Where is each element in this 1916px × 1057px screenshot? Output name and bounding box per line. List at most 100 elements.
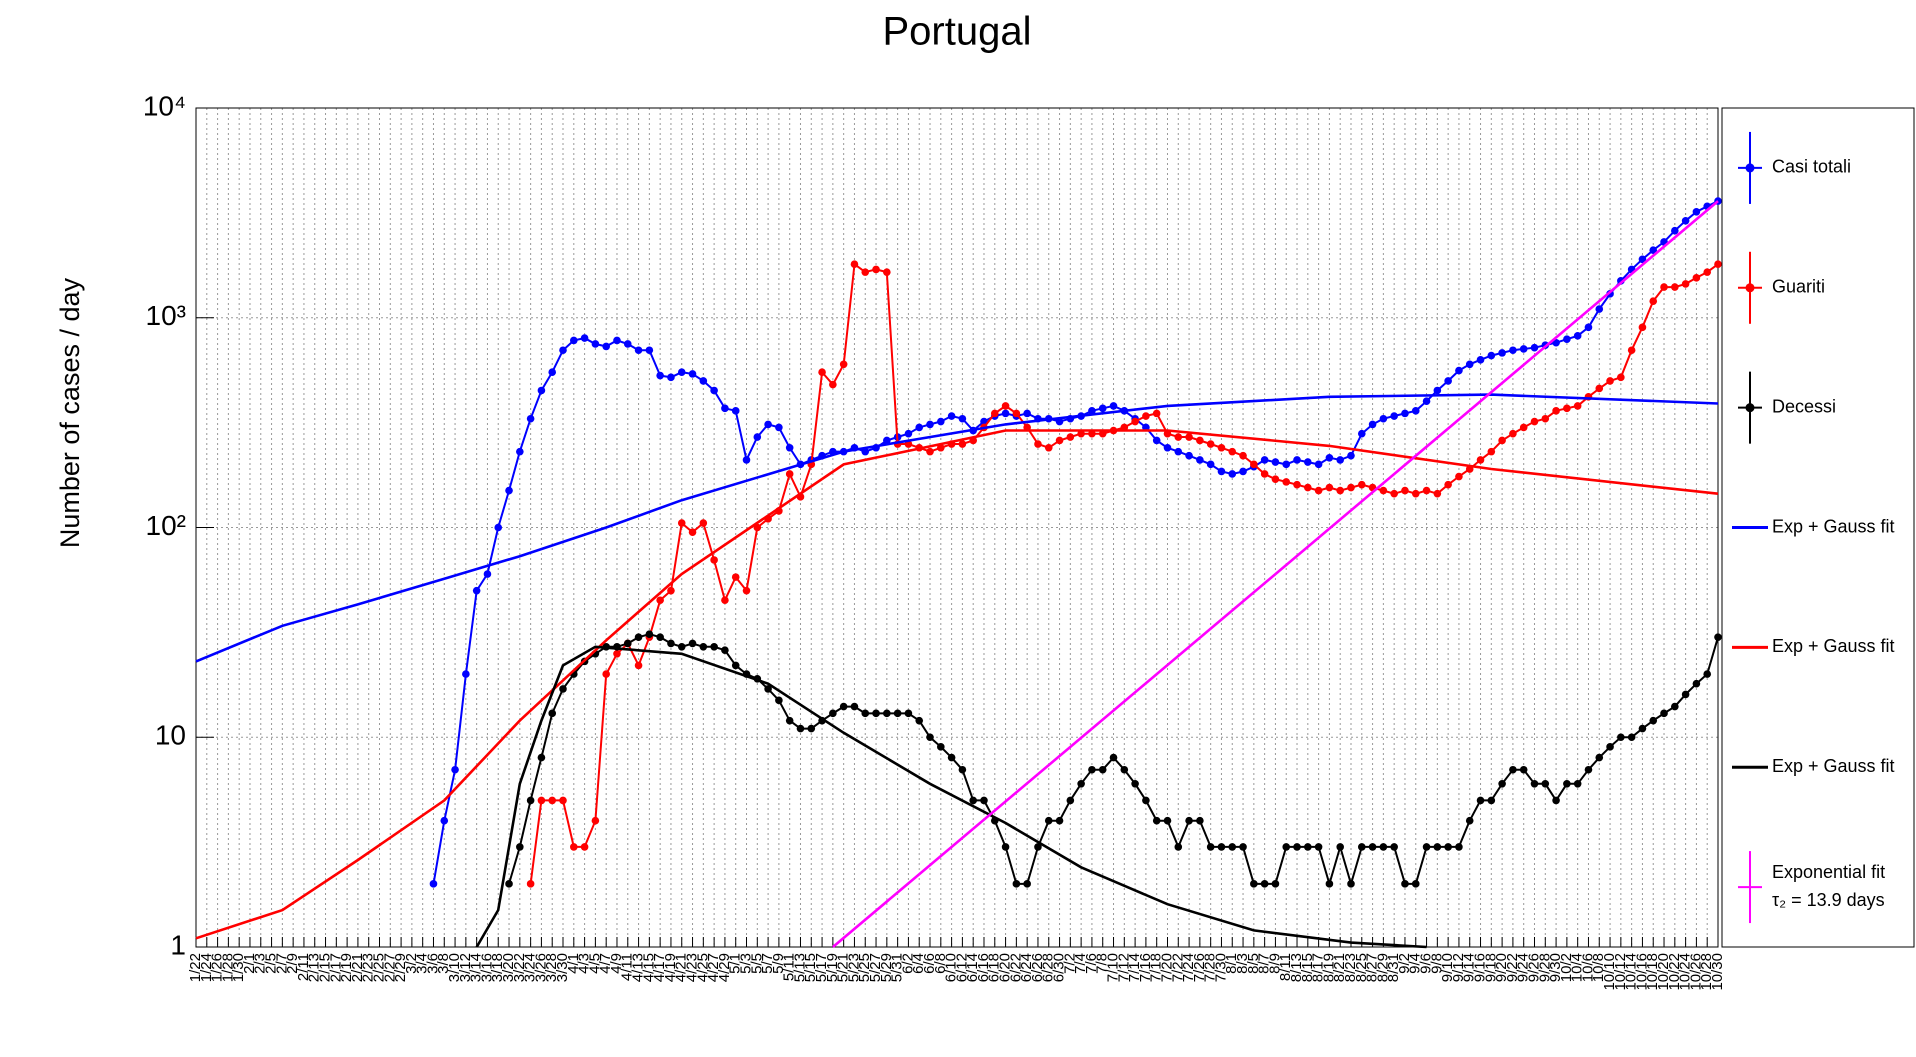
legend-item: Decessi xyxy=(1738,371,1836,444)
data-point xyxy=(1152,436,1161,445)
data-point xyxy=(1692,274,1701,282)
data-point xyxy=(710,556,718,564)
data-point xyxy=(1714,260,1722,269)
data-point xyxy=(742,456,751,464)
x-tick-label: 9/12 xyxy=(1450,953,1467,982)
data-point xyxy=(1001,402,1010,410)
x-tick-label: 3/18 xyxy=(489,953,506,982)
data-point xyxy=(1530,343,1539,352)
data-point xyxy=(1671,226,1679,235)
data-point xyxy=(559,685,567,693)
data-point xyxy=(645,346,654,355)
data-point xyxy=(1336,486,1344,495)
x-tick-label: 2/27 xyxy=(381,953,398,982)
data-point xyxy=(1282,843,1291,851)
x-tick-label: 2/9 xyxy=(284,953,301,974)
legend-item: Guariti xyxy=(1738,251,1825,324)
data-point xyxy=(1142,412,1150,420)
data-point xyxy=(775,423,783,432)
data-point xyxy=(731,573,740,581)
x-tick-label: 9/20 xyxy=(1493,953,1510,982)
x-tick-label: 4/15 xyxy=(640,953,657,982)
data-point xyxy=(1595,305,1604,313)
data-point xyxy=(1239,843,1247,851)
data-point xyxy=(548,709,557,718)
data-point xyxy=(1347,451,1355,460)
data-point xyxy=(947,753,956,762)
x-tick-label: 6/30 xyxy=(1051,953,1068,982)
data-point xyxy=(1584,765,1593,774)
data-point xyxy=(1541,779,1550,788)
data-point xyxy=(1034,843,1042,851)
data-point xyxy=(429,880,438,888)
data-point xyxy=(1390,412,1398,420)
data-point xyxy=(699,642,708,651)
data-point xyxy=(1563,335,1571,344)
x-tick-label: 3/24 xyxy=(522,953,539,982)
x-tick-label: 9/28 xyxy=(1536,953,1553,982)
data-point xyxy=(1573,402,1582,410)
data-point xyxy=(537,796,546,805)
data-point xyxy=(1455,366,1463,375)
legend-label: Decessi xyxy=(1772,396,1836,416)
data-point xyxy=(915,423,924,432)
x-tick-label: 3/22 xyxy=(511,953,528,982)
x-tick-label: 2/13 xyxy=(306,953,323,982)
legend-item: Exponential fit τ₂ = 13.9 days xyxy=(1738,851,1885,924)
data-point xyxy=(1368,843,1377,851)
legend-label: Casi totali xyxy=(1772,157,1851,177)
data-point xyxy=(1271,458,1280,466)
data-point xyxy=(537,753,546,762)
x-tick-label: 2/3 xyxy=(252,953,269,974)
data-point xyxy=(667,586,675,595)
x-tick-label: 4/5 xyxy=(586,953,603,974)
data-point xyxy=(1584,323,1593,332)
x-tick-label: 1/22 xyxy=(187,953,204,982)
data-point xyxy=(1206,440,1215,448)
x-tick-label: 8/9 xyxy=(1266,953,1283,974)
data-point xyxy=(526,414,535,423)
data-point xyxy=(1185,433,1193,441)
data-point xyxy=(926,420,934,429)
data-point xyxy=(559,346,567,355)
data-point xyxy=(1001,843,1010,851)
x-tick-label: 10/12 xyxy=(1612,953,1629,991)
data-point xyxy=(1077,429,1085,438)
x-tick-label: 10/22 xyxy=(1666,953,1683,991)
data-point xyxy=(1649,716,1658,725)
data-point xyxy=(1357,429,1366,438)
x-tick-label: 7/10 xyxy=(1104,953,1121,982)
x-tick-label: 9/26 xyxy=(1525,953,1542,982)
x-tick-label: 5/31 xyxy=(889,953,906,982)
x-tick-label: 5/7 xyxy=(759,953,776,974)
x-tick-label: 5/5 xyxy=(748,953,765,974)
x-tick-label: 8/17 xyxy=(1310,953,1327,982)
data-point xyxy=(1304,843,1312,851)
data-point xyxy=(893,709,902,718)
legend-item: Exp + Gauss fit xyxy=(1732,636,1895,656)
data-point xyxy=(462,670,470,678)
data-point xyxy=(1260,470,1269,478)
data-point xyxy=(1714,633,1722,641)
x-tick-label: 10/2 xyxy=(1558,953,1575,982)
x-tick-label: 8/21 xyxy=(1331,953,1348,982)
data-point xyxy=(634,346,643,355)
data-point xyxy=(850,702,859,711)
x-tick-label: 7/4 xyxy=(1072,953,1089,974)
data-point xyxy=(829,380,837,389)
x-tick-label: 6/6 xyxy=(921,953,938,974)
data-point xyxy=(1293,480,1301,489)
x-tick-label: 3/8 xyxy=(435,953,452,974)
data-point xyxy=(1098,429,1107,438)
data-point xyxy=(785,716,794,725)
x-tick-label: 3/28 xyxy=(543,953,560,982)
data-point xyxy=(613,649,621,658)
data-point xyxy=(990,409,999,418)
data-point xyxy=(559,796,567,805)
x-tick-label: 1/28 xyxy=(219,953,236,982)
data-point xyxy=(1347,483,1355,492)
data-point xyxy=(1422,843,1431,851)
legend-swatch xyxy=(1745,163,1755,173)
x-tick-label: 6/18 xyxy=(986,953,1003,982)
x-tick-label: 8/13 xyxy=(1288,953,1305,982)
